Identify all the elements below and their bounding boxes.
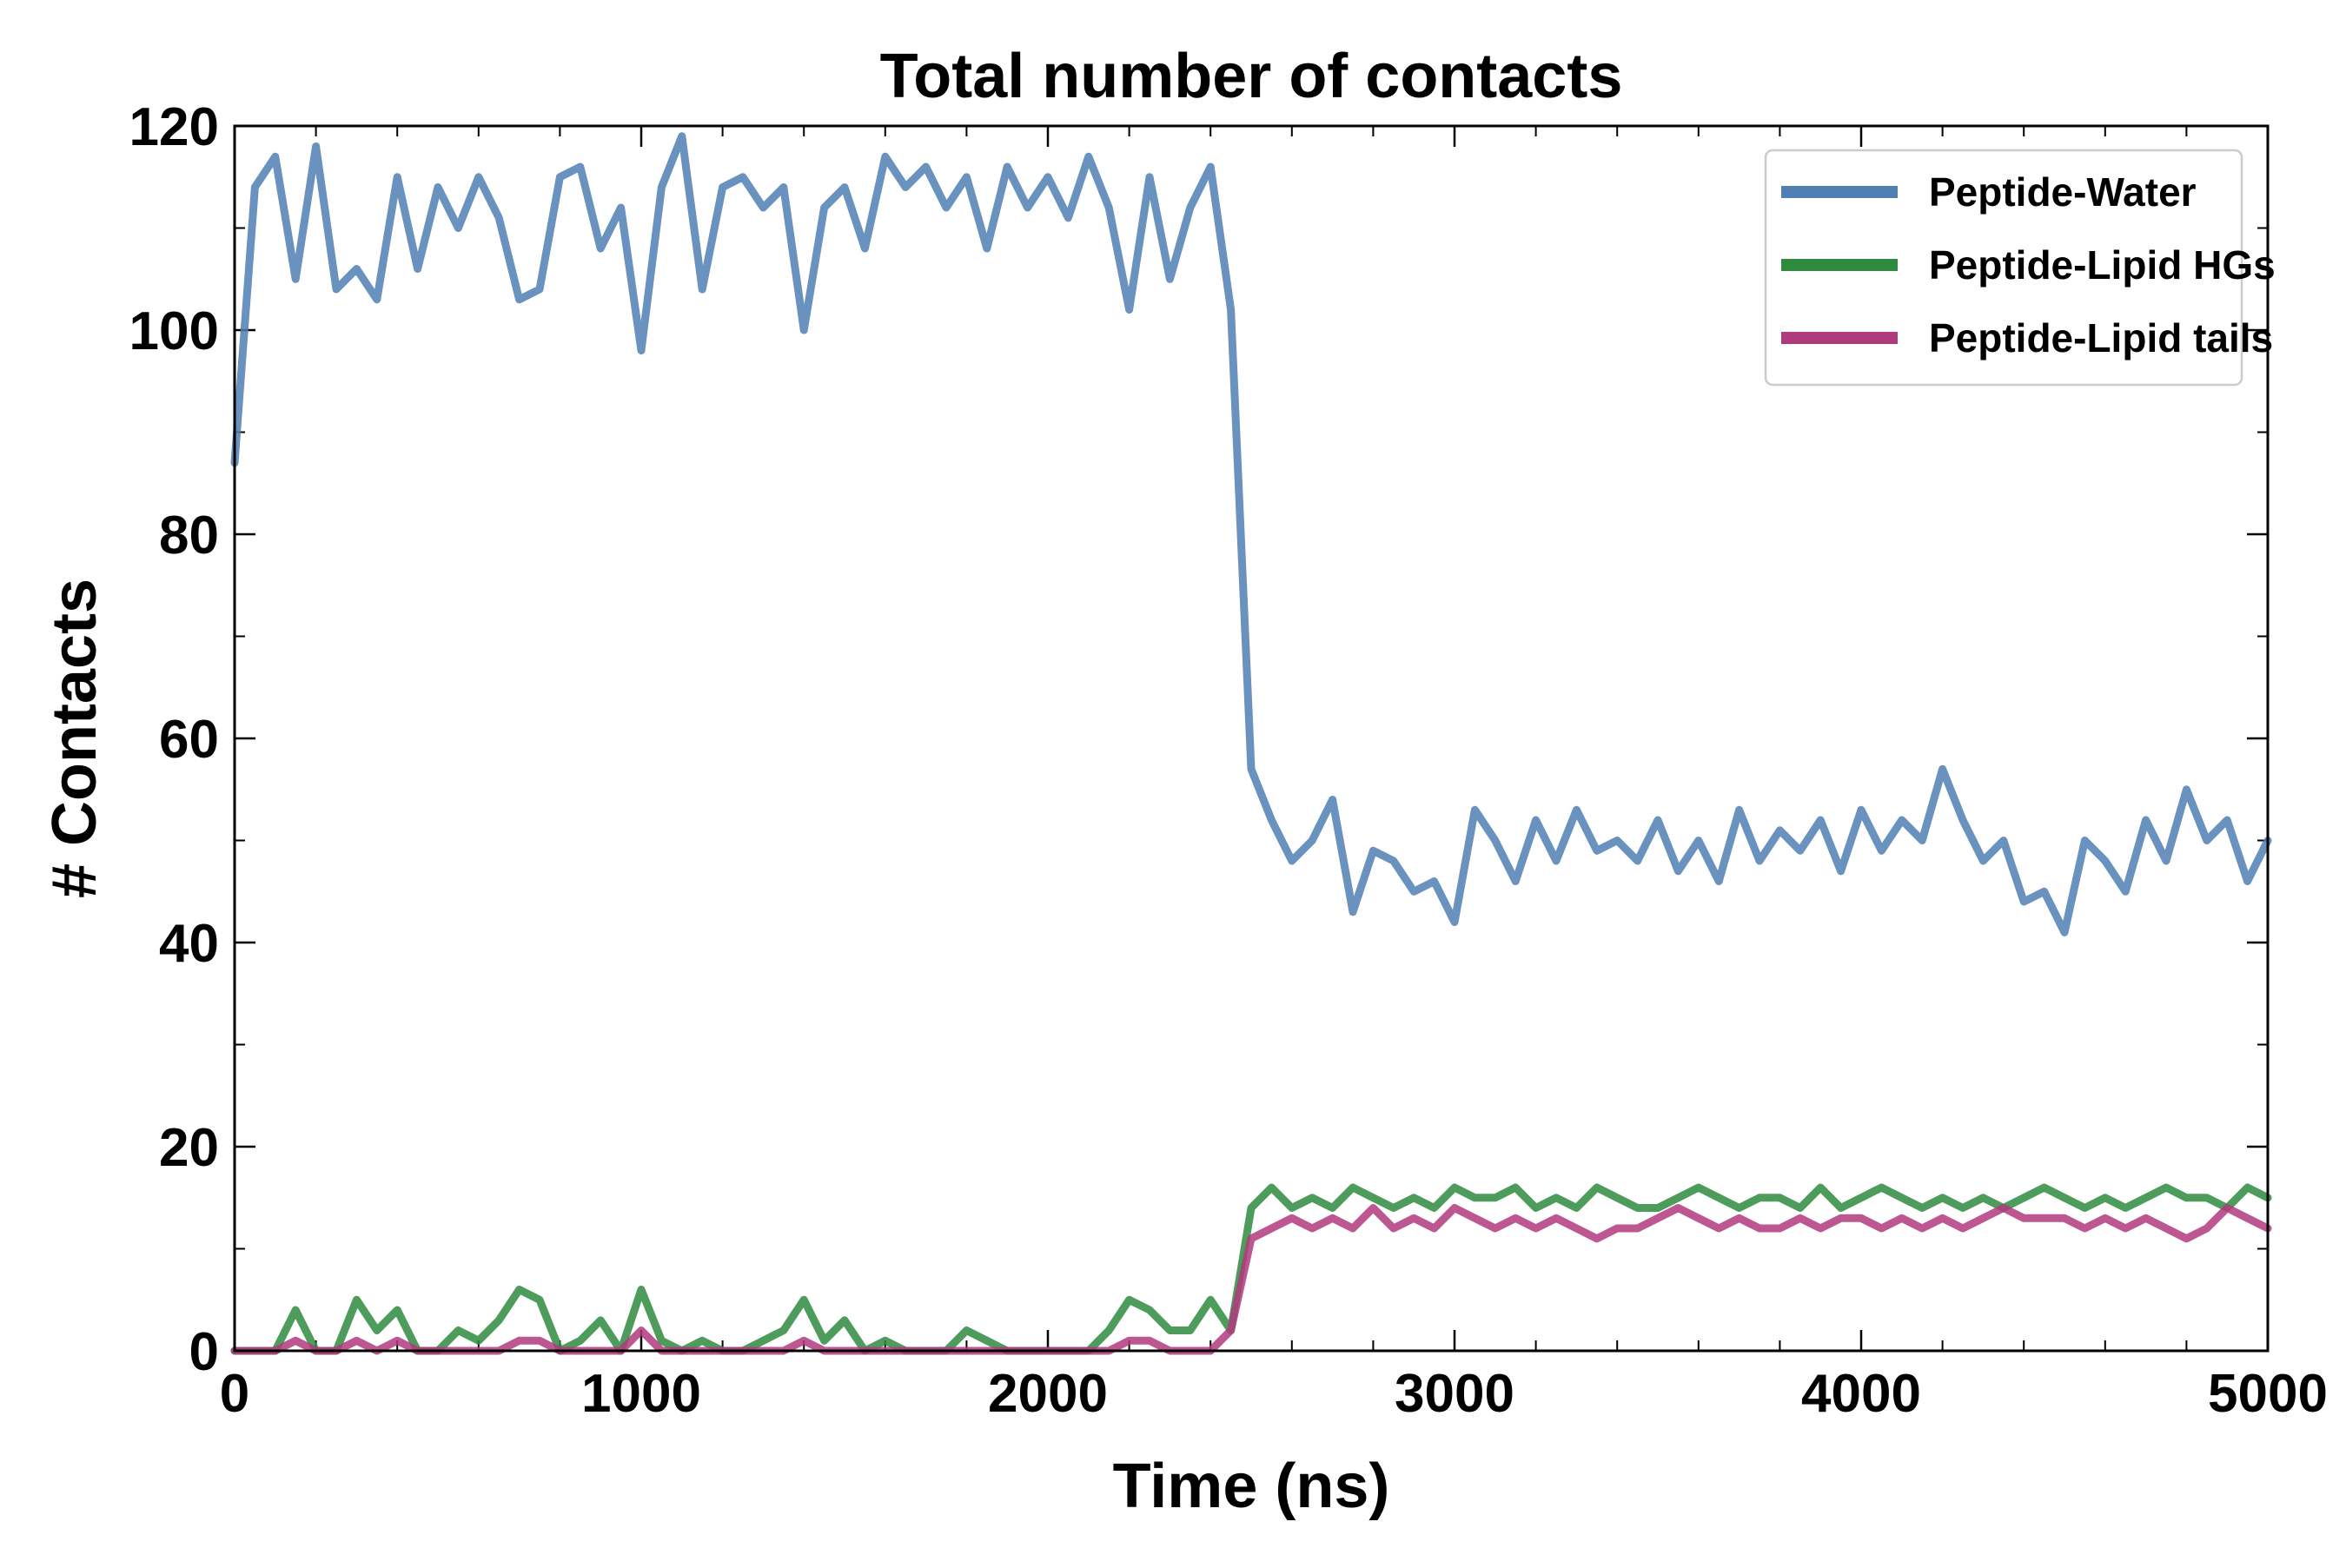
y-tick-label: 80 [159,506,219,566]
plot-frame [233,124,2270,1353]
x-tick-label: 2000 [988,1364,1108,1424]
x-tick-label: 3000 [1395,1364,1514,1424]
legend: Peptide-Water Peptide-Lipid HGs Peptide-Li… [1764,149,2276,387]
y-tick-label: 0 [189,1322,219,1382]
y-tick-label: 60 [159,710,219,770]
axis-ticks: 0 1000 2000 3000 4000 5000 0 20 40 60 80 100 120 [129,97,2328,1424]
x-tick-label: 5000 [2208,1364,2328,1424]
x-tick-label: 4000 [1801,1364,1921,1424]
y-tick-label: 120 [129,97,219,157]
series-line-peptide-lipid-hgs [230,1183,2272,1355]
chart-title: Total number of contacts [880,42,1623,111]
y-tick-label: 40 [159,914,219,974]
y-tick-label: 20 [159,1118,219,1178]
y-axis-label: # Contacts [40,579,109,898]
x-axis-label: Time (ns) [1113,1452,1390,1521]
x-tick-label: 0 [220,1364,249,1424]
x-tick-label: 1000 [581,1364,701,1424]
legend-label-peptide-lipid-tails: Peptide-Lipid tails [1929,315,2273,361]
series-line-peptide-water [230,132,2272,936]
legend-label-peptide-lipid-hgs: Peptide-Lipid HGs [1929,242,2276,288]
legend-label-peptide-water: Peptide-Water [1929,169,2197,215]
legend-box [1764,149,2243,387]
y-tick-label: 100 [129,301,219,361]
